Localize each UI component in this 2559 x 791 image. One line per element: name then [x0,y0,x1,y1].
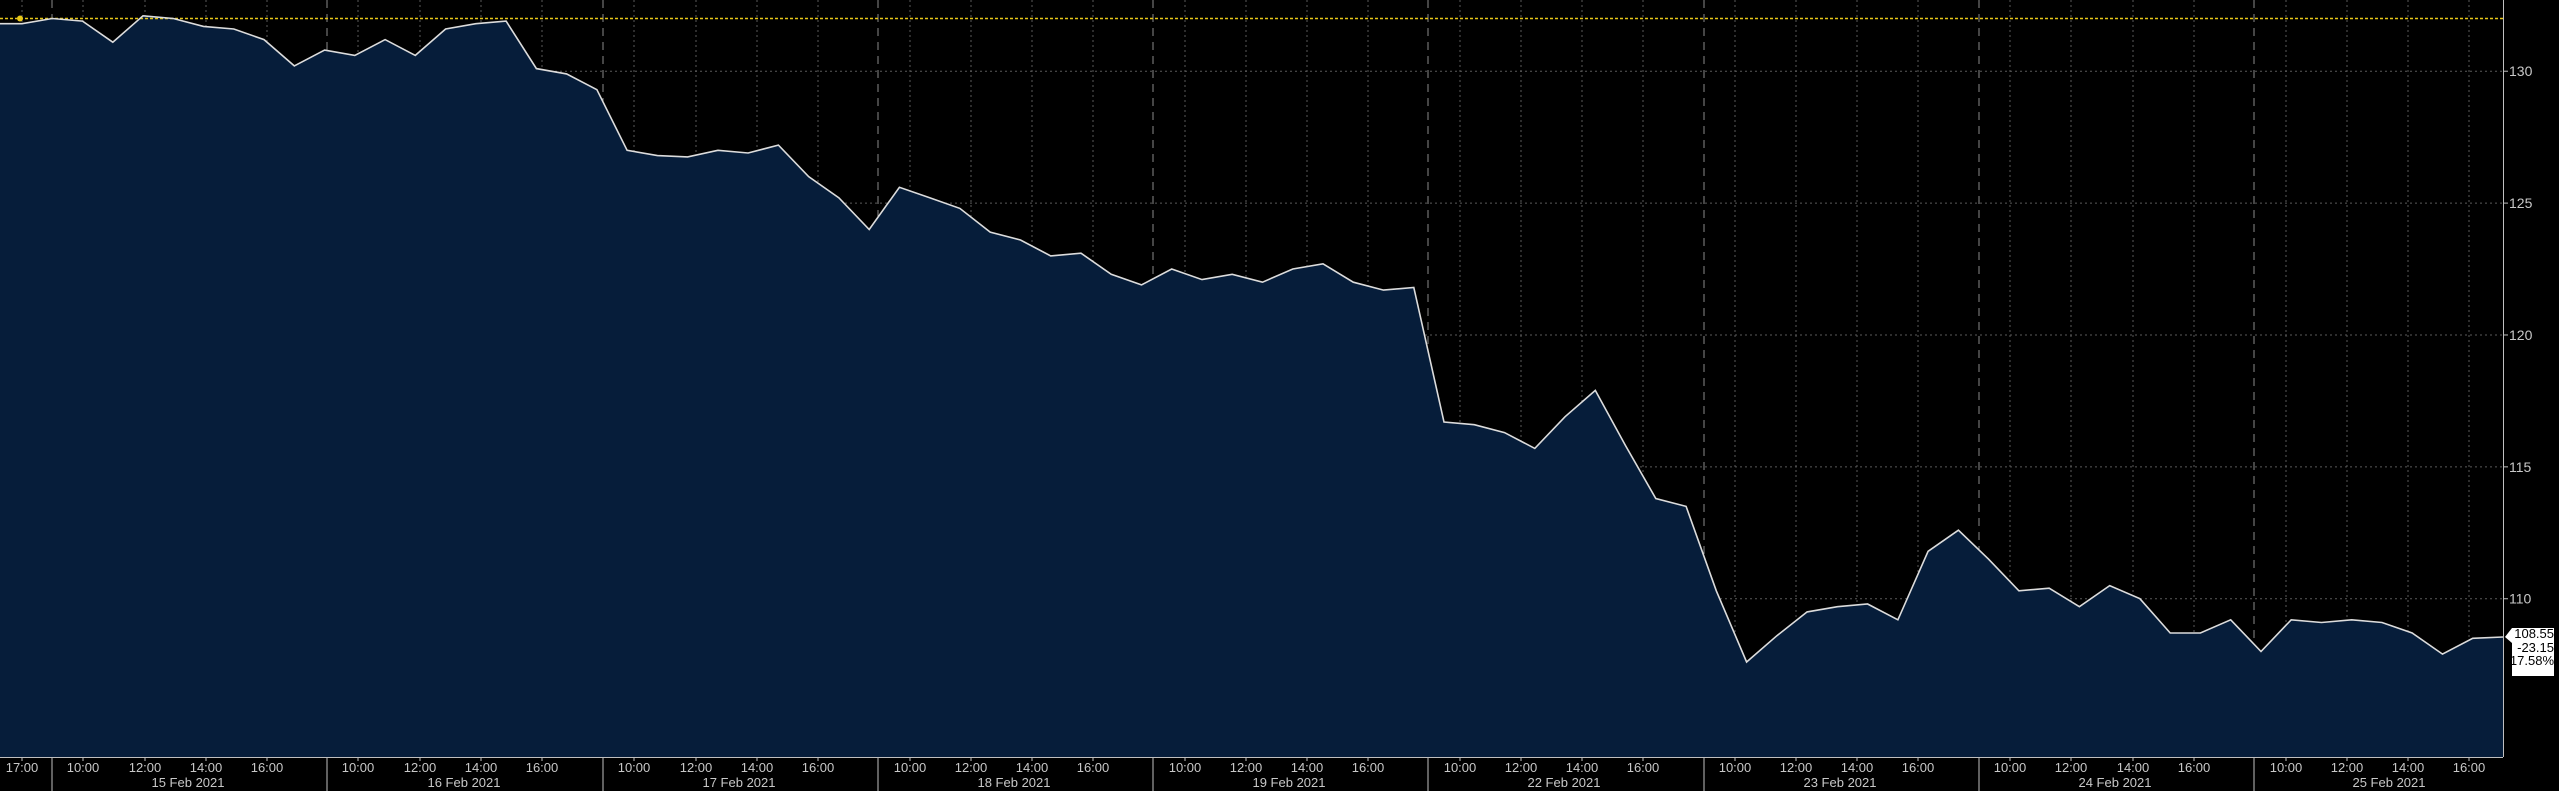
x-time-label: 12:00 [129,760,162,775]
x-time-label: 10:00 [618,760,651,775]
x-time-label: 14:00 [1016,760,1049,775]
y-axis-ticks: 110 115 120 125 130 [2503,63,2533,607]
x-time-label: 12:00 [1780,760,1813,775]
x-time-label: 17:00 [6,760,39,775]
x-time-label: 10:00 [67,760,100,775]
x-time-label: 12:00 [404,760,437,775]
series-area-fill [0,15,2503,758]
x-time-label: 16:00 [1902,760,1935,775]
x-time-label: 12:00 [2055,760,2088,775]
x-time-label: 14:00 [2117,760,2150,775]
x-time-label: 16:00 [526,760,559,775]
y-tick-label: 110 [2509,591,2532,607]
x-time-label: 12:00 [955,760,988,775]
x-time-label: 10:00 [2270,760,2303,775]
x-time-label: 14:00 [190,760,223,775]
y-tick-label: 125 [2509,195,2533,211]
x-time-label: 12:00 [1230,760,1263,775]
series-line [0,14,2504,664]
x-day-label: 16 Feb 2021 [427,775,500,790]
last-change: -23.15 [2517,640,2554,655]
axes [0,0,2504,758]
x-day-label: 25 Feb 2021 [2352,775,2425,790]
x-time-label: 12:00 [680,760,713,775]
x-day-label: 18 Feb 2021 [977,775,1050,790]
y-tick-label: 120 [2509,327,2533,343]
x-time-label: 16:00 [1352,760,1385,775]
y-tick-label: 115 [2509,459,2532,475]
x-time-label: 10:00 [1994,760,2027,775]
x-time-label: 16:00 [251,760,284,775]
x-day-label: 22 Feb 2021 [1527,775,1600,790]
x-day-label: 15 Feb 2021 [151,775,224,790]
x-day-label: 17 Feb 2021 [702,775,775,790]
x-time-label: 10:00 [1169,760,1202,775]
reference-marker [17,15,23,22]
x-day-label: 19 Feb 2021 [1252,775,1325,790]
x-time-label: 14:00 [465,760,498,775]
last-change-pct: -17.58% [2506,653,2555,668]
x-day-label: 24 Feb 2021 [2078,775,2151,790]
last-value: 108.55 [2514,626,2554,641]
x-time-label: 12:00 [2331,760,2364,775]
x-time-label: 16:00 [802,760,835,775]
x-time-label: 14:00 [1566,760,1599,775]
x-time-label: 10:00 [894,760,927,775]
last-value-label: 108.55 -23.15 -17.58% [2505,626,2554,676]
x-time-label: 14:00 [1291,760,1324,775]
x-time-label: 10:00 [342,760,375,775]
x-time-label: 16:00 [2453,760,2486,775]
x-time-label: 12:00 [1505,760,1538,775]
x-time-label: 14:00 [1841,760,1874,775]
x-axis-ticks: 17:00 10:00 12:00 14:00 16:00 10:00 12:00 14:00… [6,757,2486,791]
x-time-label: 16:00 [2178,760,2211,775]
x-time-label: 14:00 [741,760,774,775]
x-time-label: 16:00 [1077,760,1110,775]
x-time-label: 14:00 [2392,760,2425,775]
x-time-label: 16:00 [1627,760,1660,775]
x-day-label: 23 Feb 2021 [1803,775,1876,790]
x-time-label: 10:00 [1444,760,1477,775]
y-tick-label: 130 [2509,63,2533,79]
x-time-label: 10:00 [1719,760,1752,775]
last-value-box [2505,627,2554,676]
